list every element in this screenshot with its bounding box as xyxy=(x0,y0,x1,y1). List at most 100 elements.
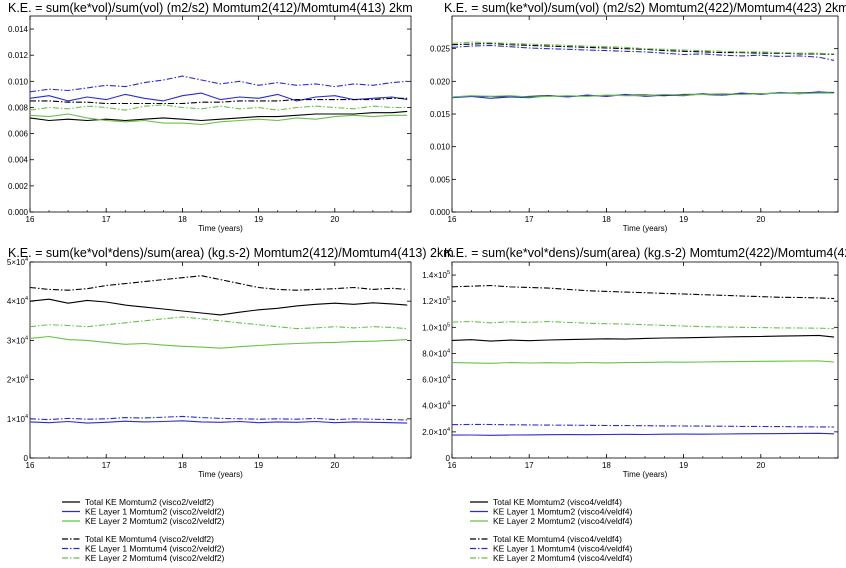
y-tick-mantissa: 2×10 xyxy=(7,376,26,385)
series-line-5 xyxy=(29,415,408,421)
y-tick-label: 1.0×105 xyxy=(422,322,450,332)
y-tick-label: 0.000 xyxy=(8,208,29,217)
y-tick-label: 0.014 xyxy=(8,25,29,34)
legend-label: Total KE Momtum2 (visco4/veldf4) xyxy=(493,497,622,507)
x-tick-label: 18 xyxy=(602,461,611,470)
series-line-5 xyxy=(29,75,408,93)
y-tick-label: 0.020 xyxy=(430,77,451,86)
y-tick-label: 0.010 xyxy=(430,143,451,152)
y-tick-label: 0.004 xyxy=(8,156,29,165)
series-line-1 xyxy=(451,334,835,342)
legend-label: KE Layer 2 Momtum4 (visco4/veldf4) xyxy=(493,553,633,563)
legend-label: KE Layer 2 Momtum2 (visco2/veldf2) xyxy=(85,516,225,526)
y-tick-mantissa: 1.4×10 xyxy=(422,271,447,280)
x-axis-label: Time (years) xyxy=(623,224,668,233)
series-line-6 xyxy=(29,104,408,111)
x-axis-label: Time (years) xyxy=(623,470,668,479)
series-line-4 xyxy=(29,275,408,291)
x-tick-label: 19 xyxy=(679,215,688,224)
x-tick-label: 17 xyxy=(525,461,534,470)
series-line-2 xyxy=(29,92,408,102)
legend-right: Total KE Momtum2 (visco4/veldf4)KE Layer… xyxy=(470,497,633,563)
y-tick-mantissa: 5×10 xyxy=(7,258,26,267)
panel-1-plot: 16 17 18 19 20 Time (years) 0.000 0.002 0.004 0.0… xyxy=(8,15,412,233)
y-tick-label: 1.2×105 xyxy=(422,296,450,306)
x-tick-label: 18 xyxy=(178,461,187,470)
y-tick-label: 5×104 xyxy=(7,257,28,267)
series-line-5 xyxy=(451,44,835,61)
y-tick-mantissa: 2.0×10 xyxy=(422,428,447,437)
panel-2-title: K.E. = sum(ke*vol)/sum(vol) (m2/s2) Momt… xyxy=(444,1,846,15)
series-line-3 xyxy=(451,360,835,364)
y-tick-label: 4.0×104 xyxy=(422,401,450,411)
y-tick-exponent: 4 xyxy=(25,375,28,381)
y-tick-label: 0.012 xyxy=(8,51,29,60)
y-tick-mantissa: 0 xyxy=(24,454,29,463)
y-tick-label: 0.002 xyxy=(8,182,29,191)
x-tick-label: 16 xyxy=(448,215,457,224)
y-tick-exponent: 4 xyxy=(447,401,450,407)
y-tick-mantissa: 3×10 xyxy=(7,336,26,345)
y-tick-label: 1×104 xyxy=(7,414,28,424)
y-tick-label: 0.006 xyxy=(8,130,29,139)
y-tick-exponent: 4 xyxy=(25,296,28,302)
legend-label: KE Layer 2 Momtum4 (visco2/veldf2) xyxy=(85,553,225,563)
panel-4-title: K.E. = sum(ke*vol*dens)/sum(area) (kg.s-… xyxy=(444,246,846,260)
y-tick-label: 8.0×104 xyxy=(422,348,450,358)
series-line-3 xyxy=(451,92,835,98)
y-tick-exponent: 4 xyxy=(25,335,28,341)
y-tick-exponent: 4 xyxy=(447,348,450,354)
x-axis-label: Time (years) xyxy=(198,470,243,479)
legend-label: KE Layer 1 Momtum2 (visco2/veldf2) xyxy=(85,507,225,517)
series-line-6 xyxy=(29,316,408,330)
y-tick-exponent: 5 xyxy=(447,270,450,276)
x-tick-label: 16 xyxy=(448,461,457,470)
x-tick-label: 20 xyxy=(756,461,765,470)
y-tick-mantissa: 1×10 xyxy=(7,415,26,424)
y-tick-mantissa: 1.2×10 xyxy=(422,297,447,306)
y-tick-label: 0.010 xyxy=(8,77,29,86)
series-line-3 xyxy=(29,335,408,349)
panel-1-title: K.E. = sum(ke*vol)/sum(vol) (m2/s2) Momt… xyxy=(8,1,413,15)
y-tick-label: 2×104 xyxy=(7,375,28,385)
y-tick-exponent: 4 xyxy=(25,414,28,420)
x-tick-label: 19 xyxy=(254,461,263,470)
legend-label: KE Layer 1 Momtum4 (visco2/veldf2) xyxy=(85,544,225,554)
x-tick-label: 17 xyxy=(525,215,534,224)
x-tick-label: 20 xyxy=(756,215,765,224)
legend-left: Total KE Momtum2 (visco2/veldf2)KE Layer… xyxy=(62,497,225,563)
x-axis-label: Time (years) xyxy=(198,224,243,233)
y-tick-mantissa: 4.0×10 xyxy=(422,402,447,411)
legend-label: Total KE Momtum4 (visco2/veldf2) xyxy=(85,534,214,544)
y-tick-label: 1.4×105 xyxy=(422,270,450,280)
x-tick-label: 17 xyxy=(102,215,111,224)
panel-2-plot: 16 17 18 19 20 Time (years) 0.000 0.005 0.010 0.0… xyxy=(430,15,839,233)
series-line-4 xyxy=(451,284,835,300)
x-tick-label: 18 xyxy=(602,215,611,224)
legend-label: KE Layer 1 Momtum2 (visco4/veldf4) xyxy=(493,507,633,517)
y-tick-label: 6.0×104 xyxy=(422,375,450,385)
legend-label: KE Layer 2 Momtum2 (visco4/veldf4) xyxy=(493,516,633,526)
y-tick-mantissa: 8.0×10 xyxy=(422,349,447,358)
y-tick-label: 0 xyxy=(446,454,451,463)
y-tick-label: 4×104 xyxy=(7,296,28,306)
series-line-2 xyxy=(451,432,835,436)
legend-label: Total KE Momtum4 (visco4/veldf4) xyxy=(493,534,622,544)
series-line-4 xyxy=(451,42,835,56)
series-line-3 xyxy=(29,113,408,126)
series-line-1 xyxy=(29,110,408,122)
x-tick-label: 18 xyxy=(178,215,187,224)
legend-label: Total KE Momtum2 (visco2/veldf2) xyxy=(85,497,214,507)
y-tick-label: 2.0×104 xyxy=(422,427,450,437)
legend-label: KE Layer 1 Momtum4 (visco4/veldf4) xyxy=(493,544,633,554)
y-tick-exponent: 4 xyxy=(25,257,28,263)
y-tick-label: 3×104 xyxy=(7,335,28,345)
x-tick-label: 20 xyxy=(330,215,339,224)
y-tick-label: 0.015 xyxy=(430,110,451,119)
x-tick-label: 19 xyxy=(254,215,263,224)
y-tick-label: 0.005 xyxy=(430,175,451,184)
y-tick-mantissa: 4×10 xyxy=(7,297,26,306)
